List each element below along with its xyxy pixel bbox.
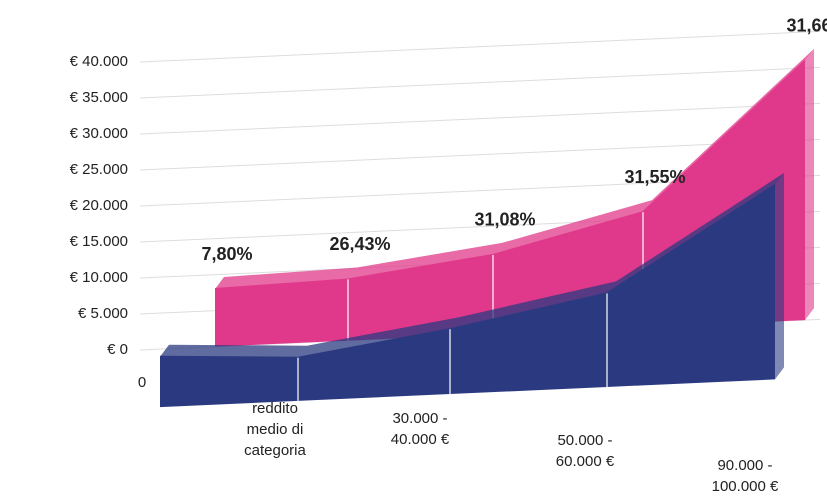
y-tick-label: € 0 (107, 341, 128, 358)
annotation: 31,55% (624, 167, 685, 187)
annotation: 31,66% (786, 16, 827, 36)
x-tick-label: reddito medio di categoria (244, 400, 306, 459)
y-tick-label: € 40.000 (70, 53, 128, 70)
x-tick-label: 30.000 - 40.000 € (390, 410, 450, 448)
annotation: 31,08% (474, 210, 535, 230)
grid-line (139, 66, 821, 99)
grid-line (139, 30, 821, 63)
area-face (160, 185, 775, 408)
y-tick-label: € 20.000 (70, 197, 128, 214)
y-tick-label: € 15.000 (70, 233, 128, 250)
x-tick-label: 0 (137, 374, 147, 391)
annotation: 7,80% (201, 244, 252, 264)
area-top (215, 48, 814, 290)
y-tick-label: € 25.000 (70, 161, 128, 178)
grid-line (139, 138, 821, 171)
grid-line (139, 102, 821, 135)
area-top (160, 173, 784, 358)
x-tick-label: 50.000 - 60.000 € (555, 432, 615, 470)
area-side (775, 173, 784, 380)
y-tick-label: € 10.000 (70, 269, 128, 286)
x-tick-label: 90.000 - 100.000 € (711, 457, 779, 495)
y-tick-label: € 5.000 (78, 305, 128, 322)
area-side (805, 48, 814, 321)
y-tick-label: € 35.000 (70, 89, 128, 106)
annotation: 26,43% (329, 234, 390, 254)
y-tick-label: € 30.000 (70, 125, 128, 142)
